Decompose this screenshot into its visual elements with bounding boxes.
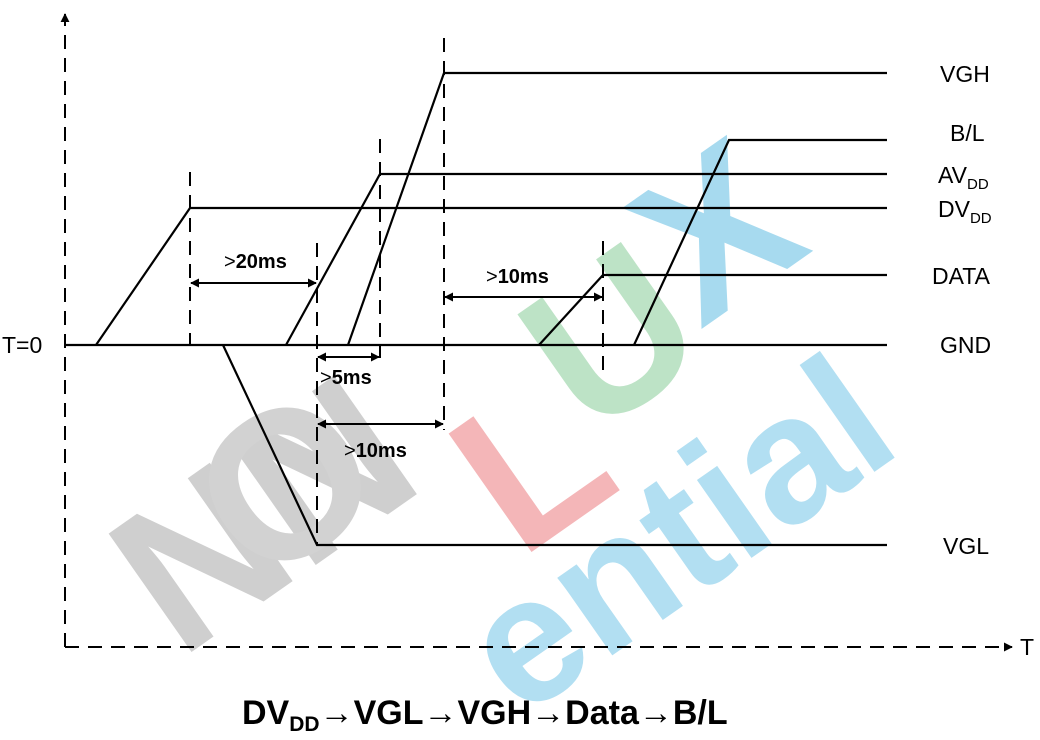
- waveforms: [65, 71, 887, 547]
- interval-arrows: [190, 278, 603, 429]
- x-axis-label: T: [1020, 634, 1034, 660]
- bl-waveform: [633, 138, 887, 346]
- dvdd-waveform: [95, 206, 887, 346]
- signal-label-dvdd: DVDD: [938, 196, 992, 227]
- signal-label-data: DATA: [932, 263, 991, 289]
- signal-label-avdd: AVDD: [938, 162, 989, 193]
- axes: [60, 13, 1013, 652]
- label-20ms: >20ms: [224, 251, 287, 273]
- signal-label-bl: B/L: [950, 120, 985, 146]
- vgl-waveform: [222, 344, 887, 547]
- label-5ms: >5ms: [320, 367, 372, 389]
- data-waveform: [538, 273, 887, 346]
- signal-label-vgl: VGL: [943, 533, 989, 559]
- label-10ms-vgh: >10ms: [344, 440, 407, 462]
- sequence-caption: DVDD→VGL→VGH→Data→B/L: [242, 694, 728, 736]
- avdd-waveform: [285, 172, 887, 346]
- watermark-logo: NN O L U X ential: [71, 94, 927, 740]
- origin-label: T=0: [2, 332, 42, 358]
- signal-label-gnd: GND: [940, 332, 991, 358]
- vgh-waveform: [346, 71, 887, 346]
- label-10ms-data: >10ms: [486, 266, 549, 288]
- signal-label-vgh: VGH: [940, 61, 990, 87]
